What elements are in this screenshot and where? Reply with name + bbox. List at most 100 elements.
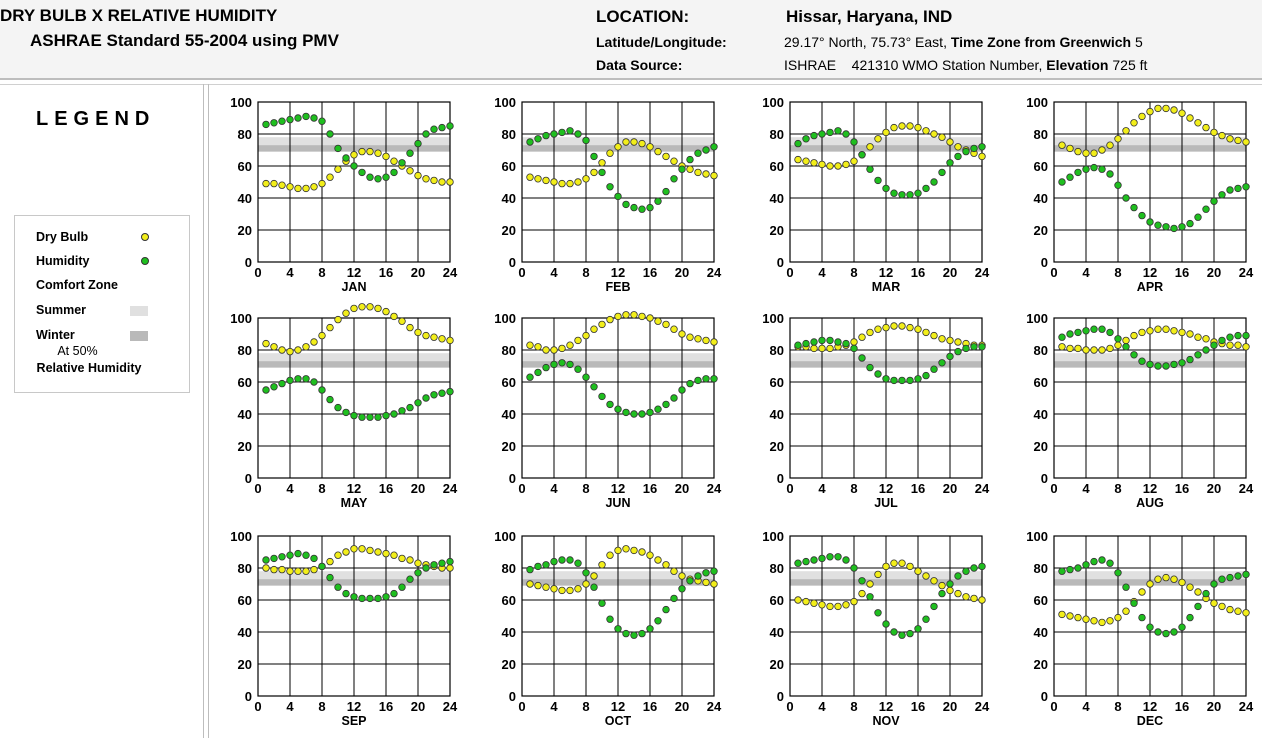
- humidity-point: [286, 551, 294, 559]
- y-tick-label: 0: [777, 255, 784, 270]
- dry-bulb-point: [802, 597, 810, 606]
- dry-bulb-point: [794, 596, 802, 604]
- humidity-point: [1194, 351, 1202, 359]
- humidity-point: [1146, 218, 1154, 226]
- dry-bulb-point: [350, 304, 358, 313]
- humidity-point: [270, 554, 278, 563]
- humidity-point: [938, 359, 946, 367]
- dry-bulb-point: [374, 304, 382, 313]
- humidity-point: [606, 400, 614, 409]
- humidity-point: [582, 136, 590, 145]
- humidity-point: [358, 168, 366, 177]
- humidity-point: [1138, 211, 1146, 220]
- humidity-point: [398, 583, 406, 591]
- dry-bulb-point: [842, 160, 850, 169]
- dry-bulb-point: [1218, 131, 1226, 140]
- humidity-point: [334, 583, 342, 591]
- y-tick-label: 60: [238, 375, 252, 390]
- x-tick-label: 12: [347, 265, 361, 280]
- humidity-point: [802, 135, 810, 143]
- y-tick-label: 100: [230, 529, 252, 544]
- humidity-point: [1194, 602, 1202, 611]
- dry-bulb-point: [542, 176, 550, 185]
- dry-bulb-point: [946, 336, 954, 345]
- dry-bulb-point: [1242, 609, 1250, 617]
- humidity-point: [646, 625, 654, 633]
- dry-bulb-point: [358, 147, 366, 156]
- dry-bulb-point: [590, 572, 598, 580]
- humidity-point: [678, 165, 686, 173]
- humidity-point: [1218, 575, 1226, 583]
- latlon-value: 29.17° North, 75.73° East,: [784, 34, 947, 50]
- humidity-point: [1146, 623, 1154, 631]
- humidity-point: [1218, 191, 1226, 199]
- dry-bulb-point: [606, 551, 614, 559]
- x-tick-label: 24: [1239, 481, 1254, 496]
- humidity-point: [914, 375, 922, 383]
- x-tick-label: 12: [347, 699, 361, 714]
- x-tick-label: 20: [411, 699, 425, 714]
- humidity-point: [898, 376, 906, 385]
- humidity-point: [542, 363, 550, 372]
- humidity-point: [818, 336, 826, 345]
- humidity-point: [270, 383, 278, 391]
- dry-bulb-point: [1146, 580, 1154, 588]
- dry-bulb-point: [946, 586, 954, 595]
- humidity-point: [366, 413, 374, 421]
- humidity-point: [1058, 178, 1066, 186]
- dry-bulb-point: [646, 314, 654, 322]
- dry-bulb-point: [882, 562, 890, 571]
- dry-bulb-point: [978, 152, 986, 161]
- header-divider: [0, 78, 1262, 80]
- elevation-label: Elevation: [1046, 57, 1109, 73]
- humidity-point: [1122, 343, 1130, 351]
- dry-bulb-point: [1122, 607, 1130, 615]
- humidity-point: [874, 609, 882, 617]
- dry-bulb-point: [326, 173, 334, 181]
- y-tick-label: 20: [770, 439, 784, 454]
- dry-bulb-point: [318, 331, 326, 340]
- dry-bulb-point: [350, 545, 358, 553]
- dry-bulb-point: [630, 311, 638, 319]
- dry-bulb-point: [598, 159, 606, 167]
- dry-bulb-point: [710, 338, 718, 346]
- dry-bulb-point: [898, 322, 906, 330]
- month-label: MAY: [341, 496, 368, 510]
- humidity-point: [702, 569, 710, 577]
- x-tick-label: 12: [611, 699, 625, 714]
- dry-bulb-point: [550, 178, 558, 186]
- dry-bulb-point: [606, 149, 614, 157]
- dry-bulb-point: [606, 315, 614, 324]
- humidity-point: [374, 413, 382, 421]
- humidity-point: [826, 128, 834, 137]
- humidity-point: [302, 551, 310, 559]
- dry-bulb-point: [1186, 114, 1194, 122]
- humidity-point: [670, 394, 678, 402]
- dry-bulb-point: [414, 559, 422, 567]
- dry-bulb-point: [1122, 127, 1130, 135]
- dry-bulb-point: [1178, 109, 1186, 117]
- dry-bulb-point: [818, 160, 826, 169]
- x-tick-label: 12: [879, 265, 893, 280]
- latlon-line: 29.17° North, 75.73° East, Time Zone fro…: [784, 34, 1143, 50]
- dry-bulb-point: [526, 580, 534, 588]
- humidity-point: [630, 410, 638, 418]
- humidity-point: [614, 405, 622, 413]
- humidity-point: [850, 344, 858, 353]
- x-tick-label: 24: [443, 699, 458, 714]
- humidity-point: [574, 365, 582, 373]
- dry-bulb-point: [654, 147, 662, 156]
- x-tick-label: 12: [1143, 481, 1157, 496]
- dry-bulb-point: [390, 551, 398, 559]
- dry-bulb-point: [1170, 106, 1178, 114]
- humidity-point: [606, 183, 614, 191]
- dry-bulb-point: [930, 577, 938, 585]
- x-tick-label: 24: [975, 265, 990, 280]
- humidity-point: [1106, 170, 1114, 178]
- y-tick-label: 20: [238, 223, 252, 238]
- dry-bulb-point: [890, 123, 898, 132]
- dry-bulb-point: [630, 138, 638, 146]
- humidity-point: [1090, 163, 1098, 172]
- dry-bulb-point: [1194, 588, 1202, 596]
- chart-sep: 0 20 40 60 80 100 0 4 8 12 16 20 24 SEP: [230, 529, 458, 728]
